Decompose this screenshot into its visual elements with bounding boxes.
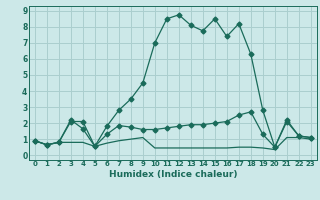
X-axis label: Humidex (Indice chaleur): Humidex (Indice chaleur) <box>108 170 237 179</box>
